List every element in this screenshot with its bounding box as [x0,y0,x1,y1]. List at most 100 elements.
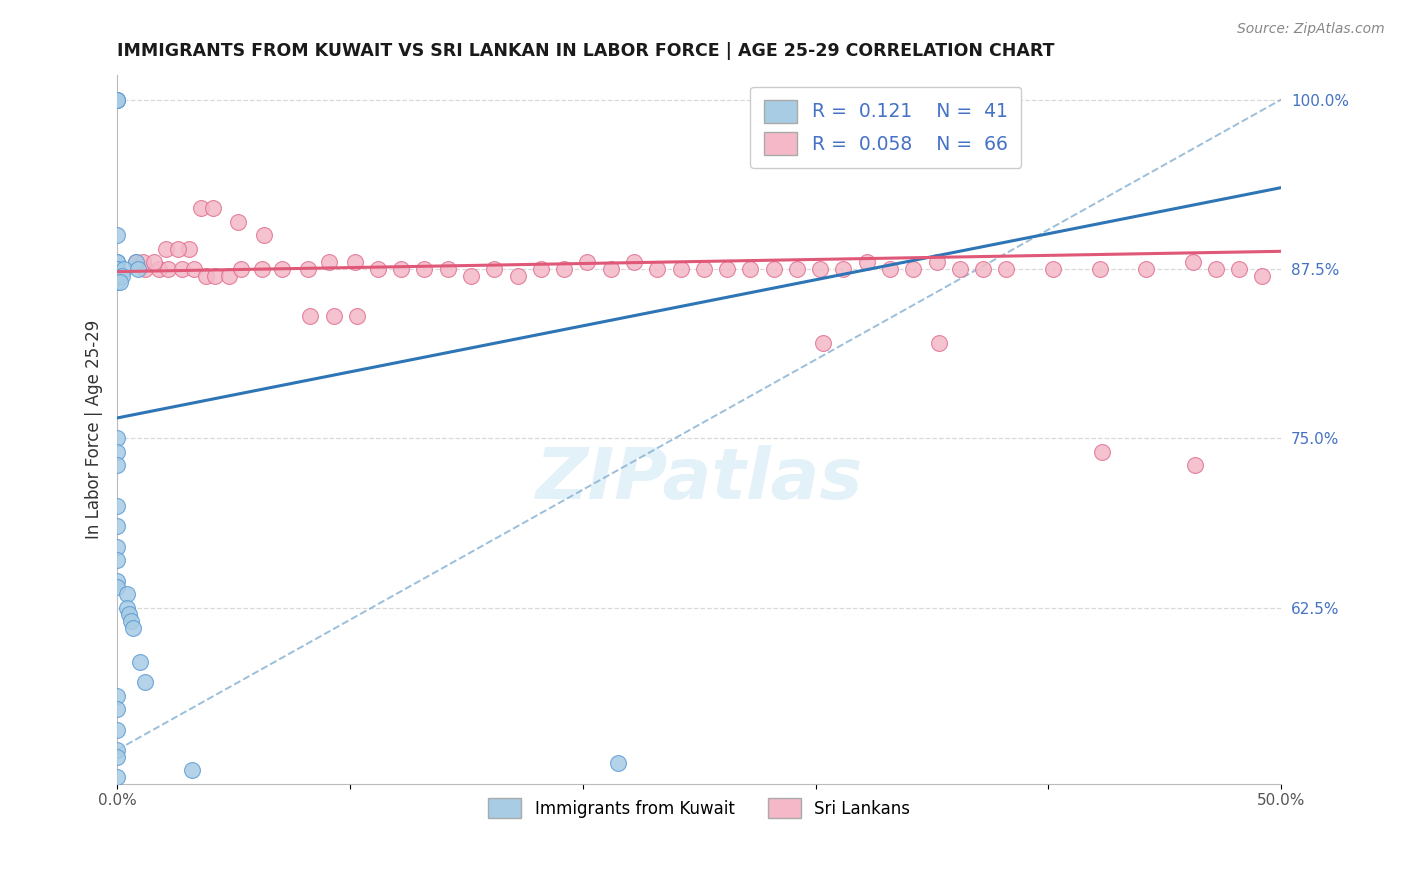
Point [148,261,170,276]
Point [1042,261,1064,276]
Point [762,261,785,276]
Point [125,255,148,269]
Point [1227,261,1250,276]
Point [343,255,366,269]
Point [108,276,131,290]
Point [143,255,166,269]
Point [553,261,575,276]
Point [105,268,128,283]
Point [808,261,831,276]
Point [413,261,436,276]
Point [111,268,134,283]
Point [669,261,692,276]
Point [105,93,128,107]
Point [250,261,273,276]
Point [645,261,668,276]
Point [925,255,948,269]
Point [172,261,194,276]
Point [606,756,628,771]
Point [105,268,128,283]
Point [105,702,128,716]
Point [105,268,128,283]
Text: ZIPatlas: ZIPatlas [536,444,863,514]
Point [118,607,141,622]
Point [105,749,128,764]
Point [134,261,156,276]
Legend: Immigrants from Kuwait, Sri Lankans: Immigrants from Kuwait, Sri Lankans [481,791,917,825]
Point [1205,261,1227,276]
Text: Source: ZipAtlas.com: Source: ZipAtlas.com [1237,22,1385,37]
Point [1251,268,1274,283]
Point [484,261,506,276]
Point [389,261,412,276]
Point [318,255,340,269]
Point [179,242,201,256]
Point [190,201,212,215]
Point [460,268,482,283]
Point [105,261,128,276]
Point [127,261,149,276]
Point [506,268,529,283]
Point [436,261,458,276]
Point [1184,458,1206,473]
Point [129,655,152,669]
Point [120,614,142,628]
Point [811,336,834,351]
Point [995,261,1018,276]
Point [105,255,128,269]
Point [115,600,138,615]
Point [1135,261,1157,276]
Point [157,261,180,276]
Point [928,336,950,351]
Point [194,268,217,283]
Point [879,261,901,276]
Point [180,763,202,777]
Point [599,261,621,276]
Point [367,261,389,276]
Point [183,261,205,276]
Point [105,228,128,243]
Point [132,255,155,269]
Point [1181,255,1204,269]
Point [112,261,135,276]
Point [253,228,276,243]
Point [105,519,128,533]
Point [530,261,553,276]
Point [855,255,877,269]
Point [623,255,645,269]
Y-axis label: In Labor Force | Age 25-29: In Labor Force | Age 25-29 [86,320,103,539]
Point [105,93,128,107]
Point [105,574,128,588]
Point [218,268,240,283]
Point [226,214,249,228]
Point [903,261,925,276]
Point [105,499,128,513]
Point [271,261,294,276]
Point [105,276,128,290]
Point [115,587,138,601]
Point [949,261,972,276]
Point [1088,261,1111,276]
Point [693,261,716,276]
Point [122,621,145,635]
Point [229,261,252,276]
Point [105,93,128,107]
Point [972,261,994,276]
Text: IMMIGRANTS FROM KUWAIT VS SRI LANKAN IN LABOR FORCE | AGE 25-29 CORRELATION CHAR: IMMIGRANTS FROM KUWAIT VS SRI LANKAN IN … [117,42,1054,60]
Point [346,310,368,324]
Point [105,431,128,445]
Point [105,689,128,703]
Point [297,261,319,276]
Point [105,553,128,567]
Point [105,255,128,269]
Point [322,310,344,324]
Point [105,458,128,473]
Point [105,445,128,459]
Point [299,310,322,324]
Point [1091,445,1114,459]
Point [832,261,855,276]
Point [105,540,128,554]
Point [105,261,128,276]
Point [125,255,148,269]
Point [740,261,762,276]
